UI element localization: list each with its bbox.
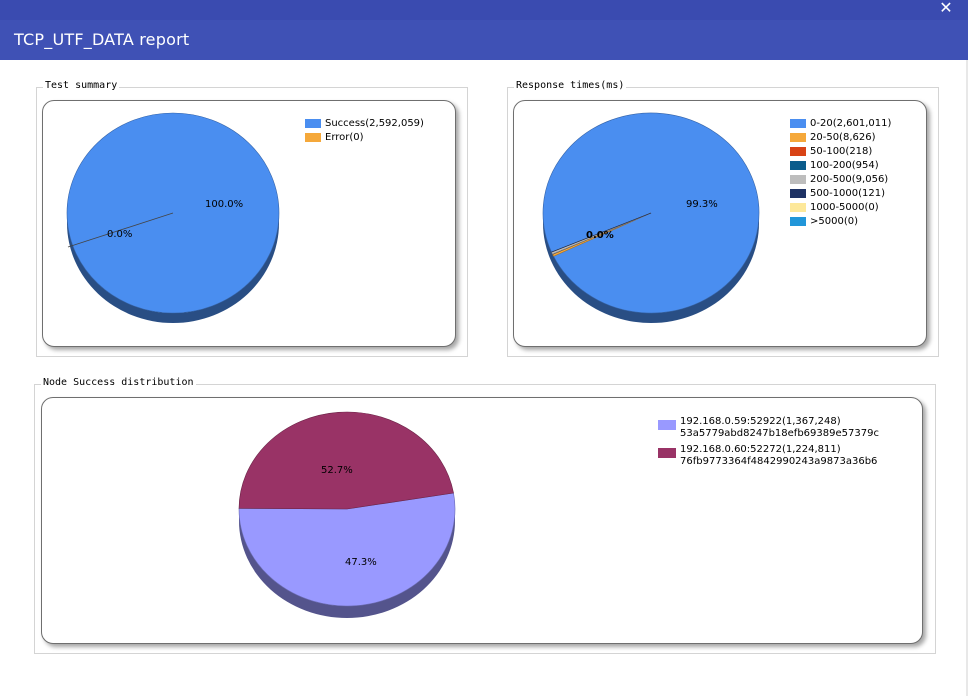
legend-item-rt-6: 1000-5000(0) [790,201,891,215]
legend-node-59-address: 192.168.0.59:52922(1,367,248) [680,416,841,427]
legend-swatch-success [305,119,321,128]
legend-item-node-59: 192.168.0.59:52922(1,367,248) 53a5779abd… [658,416,879,440]
window-top-strip [0,0,968,20]
legend-swatch-rt-5 [790,189,806,198]
right-edge-divider [966,60,968,696]
legend-swatch-rt-6 [790,203,806,212]
legend-label-success: Success(2,592,059) [325,118,424,129]
legend-swatch-rt-4 [790,175,806,184]
legend-node-59-id: 53a5779abd8247b18efb69389e57379c [680,428,879,439]
legend-node-60-address: 192.168.0.60:52272(1,224,811) [680,444,841,455]
node-distribution-title: Node Success distribution [41,377,196,388]
legend-item-rt-4: 200-500(9,056) [790,173,891,187]
legend-swatch-rt-0 [790,119,806,128]
response-times-title: Response times(ms) [514,80,627,91]
legend-label-rt-3: 100-200(954) [810,160,879,171]
response-times-label-main: 99.3% [686,199,718,210]
test-summary-legend: Success(2,592,059) Error(0) [305,117,424,145]
node-slice-1 [238,411,454,510]
window-title: TCP_UTF_DATA report [14,30,190,49]
legend-label-rt-7: >5000(0) [810,216,858,227]
legend-item-error: Error(0) [305,131,424,145]
legend-swatch-node-60 [658,448,676,458]
test-summary-label-success: 100.0% [205,199,243,210]
legend-swatch-rt-2 [790,147,806,156]
node-label-59: 52.7% [321,465,353,476]
close-icon[interactable]: ✕ [939,0,953,17]
response-times-pie: 99.3% 0.0% [542,112,760,323]
legend-item-node-60: 192.168.0.60:52272(1,224,811) 76fb977336… [658,444,879,468]
legend-swatch-error [305,133,321,142]
response-times-group: Response times(ms) 99.3% 0.0% 0-20(2,601… [507,80,939,357]
response-times-slice-5 [551,212,652,253]
node-distribution-pie: 52.7% 47.3% [238,411,456,618]
legend-label-rt-2: 50-100(218) [810,146,873,157]
test-summary-group: Test summary 100.0% 0.0% Success(2,592,0… [36,80,468,357]
legend-label-rt-6: 1000-5000(0) [810,202,879,213]
node-label-60: 47.3% [345,557,377,568]
legend-swatch-rt-1 [790,133,806,142]
test-summary-panel: 100.0% 0.0% Success(2,592,059) Error(0) [42,100,456,347]
test-summary-title: Test summary [43,80,120,91]
test-summary-label-error: 0.0% [107,229,132,240]
legend-swatch-node-59 [658,420,676,430]
legend-item-success: Success(2,592,059) [305,117,424,131]
title-bar: TCP_UTF_DATA report [0,20,968,60]
legend-label-rt-1: 20-50(8,626) [810,132,876,143]
legend-item-rt-7: >5000(0) [790,215,891,229]
response-times-panel: 99.3% 0.0% 0-20(2,601,011) 20-50(8,626) … [513,100,927,347]
legend-item-rt-2: 50-100(218) [790,145,891,159]
node-distribution-group: Node Success distribution 52.7% 47.3% 19… [34,377,936,654]
test-summary-error-leader [67,212,174,248]
legend-item-rt-1: 20-50(8,626) [790,131,891,145]
legend-node-60-id: 76fb9773364f4842990243a9873a36b6 [680,456,878,467]
node-distribution-legend: 192.168.0.59:52922(1,367,248) 53a5779abd… [658,416,879,472]
test-summary-pie: 100.0% 0.0% [66,112,280,323]
legend-label-rt-4: 200-500(9,056) [810,174,889,185]
legend-swatch-rt-3 [790,161,806,170]
legend-item-rt-5: 500-1000(121) [790,187,891,201]
node-slice-0 [238,492,456,607]
legend-label-rt-0: 0-20(2,601,011) [810,118,892,129]
response-times-legend: 0-20(2,601,011) 20-50(8,626) 50-100(218)… [790,117,891,229]
legend-item-rt-3: 100-200(954) [790,159,891,173]
response-times-label-small: 0.0% [586,230,614,241]
legend-swatch-rt-7 [790,217,806,226]
node-distribution-panel: 52.7% 47.3% 192.168.0.59:52922(1,367,248… [41,397,923,644]
legend-item-rt-0: 0-20(2,601,011) [790,117,891,131]
legend-label-rt-5: 500-1000(121) [810,188,886,199]
legend-label-error: Error(0) [325,132,364,143]
